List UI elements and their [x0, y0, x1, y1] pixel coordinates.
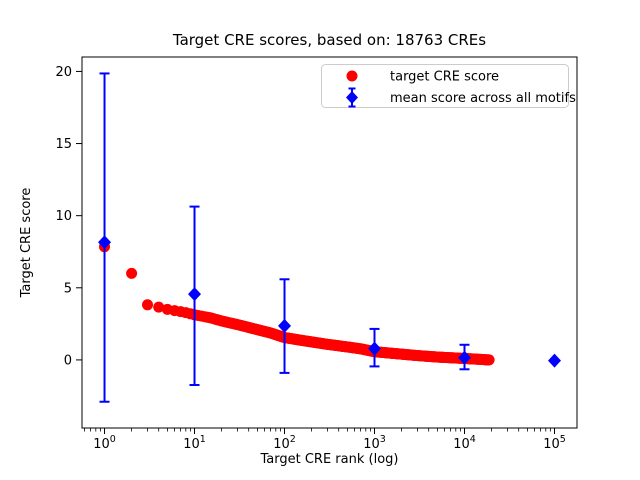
mean-diamond-marker: [278, 318, 292, 333]
legend-box: [321, 64, 569, 108]
y-axis: 0 5 10 15 20: [55, 65, 82, 368]
mean-diamond-marker: [98, 235, 112, 250]
mean-diamond-marker: [458, 350, 472, 365]
legend-label: mean score across all motifs: [390, 91, 576, 106]
mean-diamond-marker: [188, 287, 202, 302]
plot-frame: [81, 56, 578, 429]
y-tick-label: 0: [64, 353, 72, 368]
legend-diamond-marker: [346, 91, 358, 104]
series-target-cre-score: [99, 241, 495, 366]
mean-diamond-marker: [548, 353, 562, 368]
scatter-point: [153, 301, 165, 313]
mean-diamond-marker: [368, 341, 382, 356]
y-axis-label: Target CRE score: [19, 188, 34, 299]
x-axis-label: Target CRE rank (log): [260, 452, 399, 467]
y-tick-label: 10: [55, 209, 72, 224]
y-tick-label: 20: [55, 65, 72, 80]
scatter-point: [142, 299, 153, 311]
legend-label: target CRE score: [390, 70, 499, 85]
scatter-point: [126, 267, 138, 279]
scatter-point: [483, 354, 495, 366]
y-tick-label: 15: [55, 137, 72, 152]
series-mean-score-errorbars: [98, 72, 562, 403]
y-tick-label: 5: [64, 281, 72, 296]
legend-circle-marker: [346, 70, 358, 82]
legend: target CRE score mean score across all mo…: [321, 64, 576, 108]
chart-title: Target CRE scores, based on: 18763 CREs: [172, 31, 486, 49]
